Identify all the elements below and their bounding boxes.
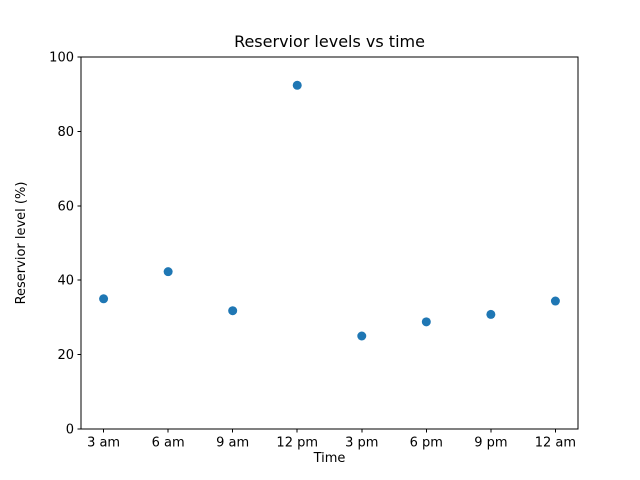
x-tick-label: 12 pm [276, 436, 318, 451]
x-tick-label: 9 am [216, 436, 249, 451]
chart-title: Reservior levels vs time [234, 32, 425, 51]
y-tick-label: 20 [57, 348, 74, 363]
axes-spines [80, 56, 579, 430]
scatter-point [163, 267, 173, 277]
scatter-point [99, 294, 109, 304]
y-tick-label: 40 [57, 274, 74, 289]
x-tick-label: 12 am [535, 436, 576, 451]
scatter-point [421, 317, 431, 327]
y-tick-label: 60 [57, 199, 74, 214]
x-tick-label: 6 pm [410, 436, 443, 451]
x-axis-label: Time [313, 451, 346, 466]
y-tick-label: 100 [49, 51, 74, 66]
y-axis-label: Reservior level (%) [14, 182, 29, 305]
scatter-point [292, 80, 302, 90]
x-tick-label: 3 pm [345, 436, 378, 451]
x-tick-label: 9 pm [474, 436, 507, 451]
y-tick-label: 80 [57, 125, 74, 140]
scatter-point [228, 306, 238, 316]
x-tick-label: 3 am [87, 436, 120, 451]
scatter-point [550, 296, 560, 306]
plot-area: 0 20 40 60 80 100 3 am 6 am 9 am 12 pm 3 pm 6 pm 9 p… [49, 51, 579, 451]
x-tick-label: 6 am [152, 436, 185, 451]
scatter-point [486, 309, 496, 319]
y-tick-label: 0 [66, 423, 74, 438]
scatter-point [357, 331, 367, 341]
